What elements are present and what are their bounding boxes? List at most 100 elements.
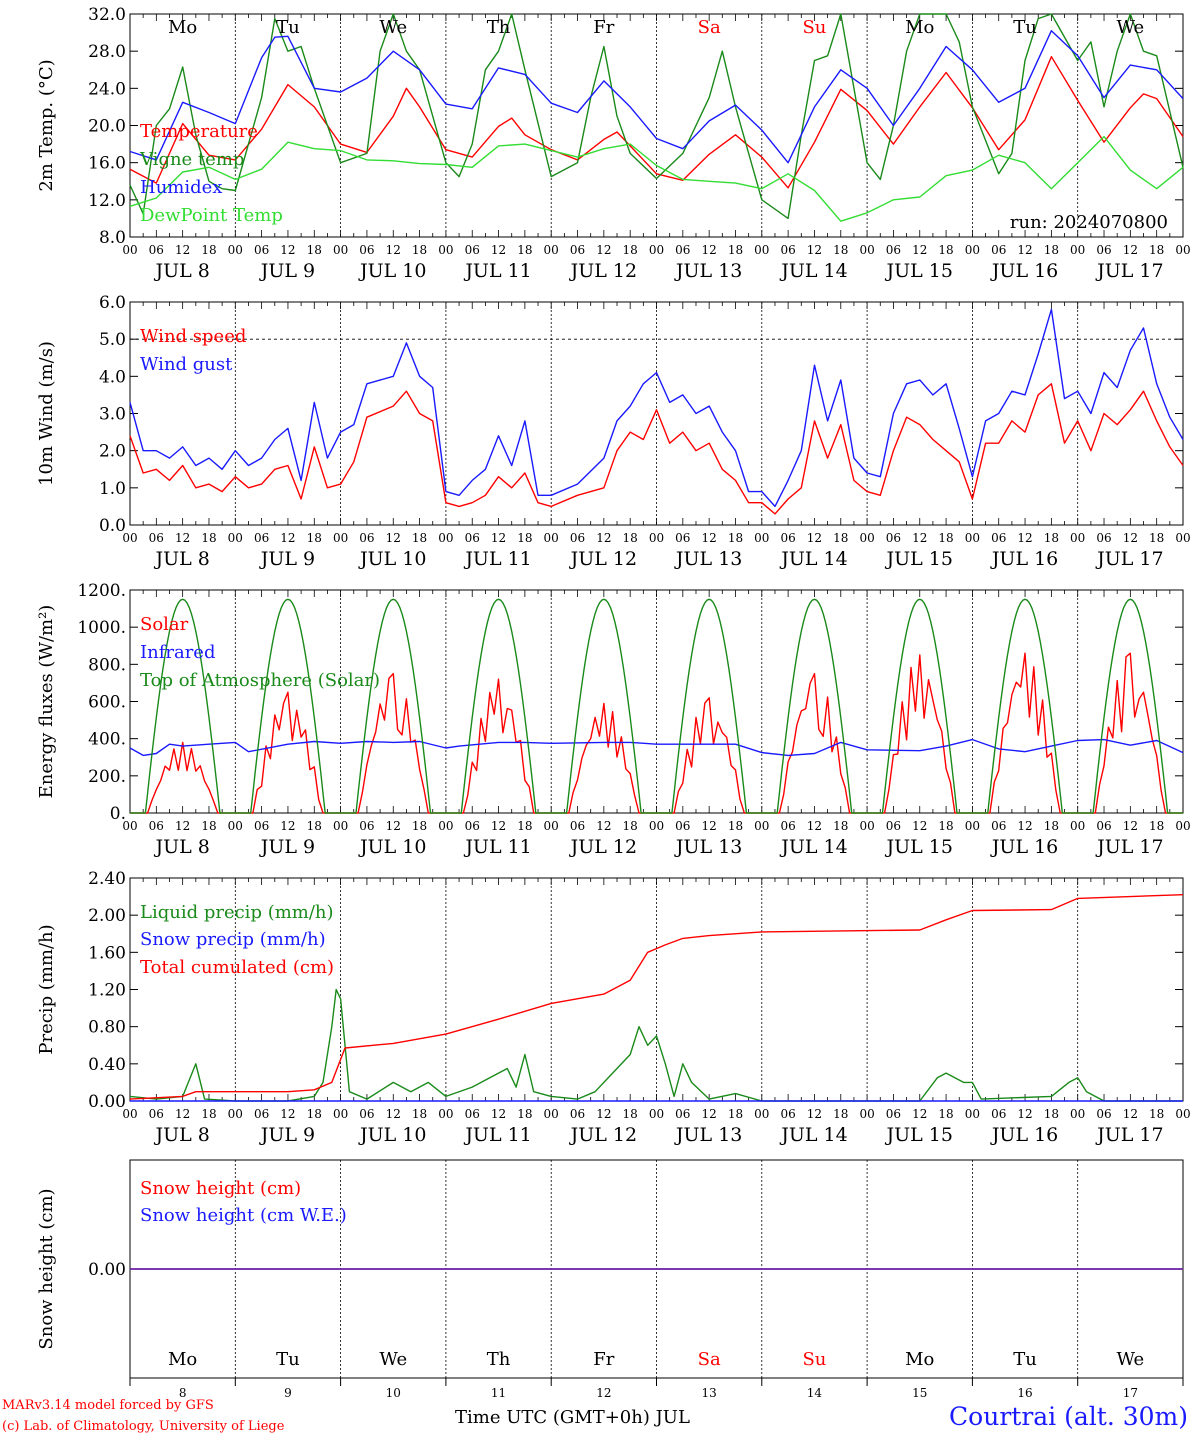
hour-tick-label: 12: [1017, 531, 1032, 545]
hour-tick-label: 18: [307, 819, 322, 833]
day-number: 11: [491, 1386, 506, 1400]
hour-tick-label: 00: [965, 819, 980, 833]
hour-tick-label: 00: [122, 531, 137, 545]
hour-tick-label: 12: [280, 819, 295, 833]
hour-tick-label: 12: [1017, 819, 1032, 833]
date-label: JUL 16: [990, 836, 1058, 858]
day-number: 12: [596, 1386, 611, 1400]
hour-tick-label: 18: [307, 531, 322, 545]
hour-tick-label: 18: [938, 531, 953, 545]
weekday-label: We: [1117, 17, 1145, 38]
hour-tick-label: 12: [702, 1107, 717, 1121]
hour-tick-label: 12: [491, 819, 506, 833]
y-tick-label: 1.0: [99, 479, 126, 499]
hour-tick-label: 00: [754, 531, 769, 545]
date-label: JUL 13: [674, 260, 742, 282]
hour-tick-label: 12: [912, 531, 927, 545]
hour-tick-label: 12: [596, 243, 611, 257]
y-tick-label: 0.: [110, 804, 126, 824]
y-tick-label: 600.: [88, 693, 126, 713]
hour-tick-label: 00: [965, 243, 980, 257]
hour-tick-label: 06: [1096, 531, 1111, 545]
y-axis-title: 10m Wind (m/s): [36, 341, 57, 486]
weekday-label: Mo: [168, 1349, 197, 1370]
date-label: JUL 15: [885, 260, 953, 282]
date-label: JUL 11: [463, 1124, 531, 1146]
hour-tick-label: 18: [728, 819, 743, 833]
hour-tick-label: 18: [517, 819, 532, 833]
date-label: JUL 10: [358, 1124, 426, 1146]
hour-tick-label: 00: [859, 1107, 874, 1121]
legend-entry: Vigne temp: [139, 149, 244, 170]
weekday-label: Mo: [905, 1349, 934, 1370]
date-label: JUL 11: [463, 836, 531, 858]
y-tick-label: 32.0: [88, 5, 126, 25]
hour-tick-label: 06: [1096, 819, 1111, 833]
hour-tick-label: 00: [544, 531, 559, 545]
hour-tick-label: 12: [596, 531, 611, 545]
date-label: JUL 8: [153, 548, 209, 570]
y-axis-title: Precip (mm/h): [36, 924, 57, 1054]
legend-entry: Wind gust: [140, 354, 233, 375]
hour-tick-label: 06: [886, 531, 901, 545]
y-tick-label: 800.: [88, 655, 126, 675]
date-label: JUL 17: [1095, 836, 1163, 858]
hour-tick-label: 12: [807, 531, 822, 545]
hour-tick-label: 18: [938, 243, 953, 257]
hour-tick-label: 06: [570, 531, 585, 545]
date-label: JUL 10: [358, 548, 426, 570]
hour-tick-label: 12: [280, 1107, 295, 1121]
hour-tick-label: 12: [912, 1107, 927, 1121]
y-tick-label: 1.60: [88, 943, 126, 963]
weekday-label: Sa: [698, 1349, 721, 1370]
hour-tick-label: 00: [649, 1107, 664, 1121]
weekday-label: Tu: [1013, 17, 1037, 38]
y-tick-label: 3.0: [99, 405, 126, 425]
hour-tick-label: 00: [754, 1107, 769, 1121]
series-line-vigne-temp: [129, 13, 1184, 220]
series-line-total-cumulated-cm-: [129, 894, 1184, 1100]
hour-tick-label: 18: [1149, 531, 1164, 545]
hour-tick-label: 18: [833, 243, 848, 257]
weekday-label: Th: [487, 17, 511, 38]
run-label: run: 2024070800: [1010, 212, 1168, 233]
date-label: JUL 9: [259, 836, 315, 858]
hour-tick-label: 06: [359, 531, 374, 545]
hour-tick-label: 06: [465, 243, 480, 257]
legend-entry: Infrared: [140, 642, 215, 663]
hour-tick-label: 06: [780, 819, 795, 833]
y-tick-label: 0.80: [88, 1018, 126, 1038]
weekday-label: Tu: [276, 17, 300, 38]
hour-tick-label: 00: [544, 1107, 559, 1121]
hour-tick-label: 06: [465, 531, 480, 545]
hour-tick-label: 12: [280, 243, 295, 257]
hour-tick-label: 18: [833, 531, 848, 545]
hour-tick-label: 06: [675, 243, 690, 257]
date-label: JUL 17: [1095, 1124, 1163, 1146]
hour-tick-label: 00: [859, 819, 874, 833]
hour-tick-label: 00: [228, 819, 243, 833]
hour-tick-label: 12: [807, 819, 822, 833]
y-tick-label: 16.0: [88, 154, 126, 174]
y-tick-label: 28.0: [88, 42, 126, 62]
hour-tick-label: 12: [1123, 1107, 1138, 1121]
hour-tick-label: 18: [938, 819, 953, 833]
hour-tick-label: 18: [517, 531, 532, 545]
hour-tick-label: 00: [333, 531, 348, 545]
hour-tick-label: 06: [359, 1107, 374, 1121]
hour-tick-label: 18: [412, 819, 427, 833]
hour-tick-label: 18: [517, 243, 532, 257]
y-axis-title: Energy fluxes (W/m²): [36, 605, 57, 799]
y-tick-label: 2.0: [99, 442, 126, 462]
date-label: JUL 17: [1095, 548, 1163, 570]
hour-tick-label: 12: [1017, 1107, 1032, 1121]
hour-tick-label: 06: [254, 531, 269, 545]
hour-tick-label: 00: [1175, 1107, 1190, 1121]
hour-tick-label: 06: [991, 1107, 1006, 1121]
hour-tick-label: 12: [491, 243, 506, 257]
hour-tick-label: 00: [544, 819, 559, 833]
day-number: 10: [386, 1386, 401, 1400]
y-tick-label: 4.0: [99, 367, 126, 387]
date-label: JUL 14: [779, 1124, 847, 1146]
hour-tick-label: 06: [570, 243, 585, 257]
